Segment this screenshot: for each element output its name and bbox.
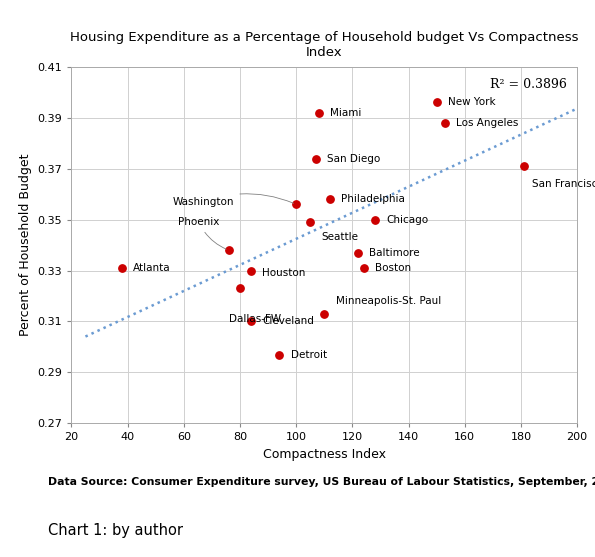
- Text: Los Angeles: Los Angeles: [456, 118, 519, 128]
- Point: [224, 246, 233, 255]
- Point: [440, 119, 450, 128]
- Text: Cleveland: Cleveland: [262, 316, 314, 326]
- Point: [117, 263, 127, 272]
- Point: [325, 195, 334, 204]
- Point: [320, 309, 329, 318]
- Text: Boston: Boston: [375, 263, 411, 273]
- Text: Phoenix: Phoenix: [178, 217, 226, 249]
- Text: Miami: Miami: [330, 108, 361, 118]
- Point: [246, 317, 256, 326]
- Text: Baltimore: Baltimore: [369, 248, 420, 258]
- Point: [311, 154, 321, 163]
- Text: Washington: Washington: [173, 194, 293, 207]
- Point: [305, 218, 315, 227]
- Text: Chicago: Chicago: [386, 214, 428, 224]
- Title: Housing Expenditure as a Percentage of Household budget Vs Compactness
Index: Housing Expenditure as a Percentage of H…: [70, 31, 578, 58]
- Text: Houston: Houston: [262, 268, 306, 278]
- Text: New York: New York: [448, 97, 496, 108]
- Text: San Francisco: San Francisco: [532, 179, 595, 189]
- Point: [274, 350, 284, 359]
- Point: [359, 263, 368, 272]
- Point: [353, 248, 363, 257]
- Text: Atlanta: Atlanta: [133, 263, 171, 273]
- Text: R² = 0.3896: R² = 0.3896: [490, 77, 567, 91]
- Point: [235, 284, 245, 293]
- Point: [370, 215, 380, 224]
- X-axis label: Compactness Index: Compactness Index: [263, 448, 386, 461]
- Point: [314, 108, 324, 117]
- Point: [292, 200, 301, 209]
- Point: [432, 98, 441, 107]
- Text: Detroit: Detroit: [290, 350, 327, 360]
- Text: Seattle: Seattle: [321, 232, 358, 242]
- Text: San Diego: San Diego: [327, 154, 380, 164]
- Point: [519, 162, 528, 170]
- Text: Minneapolis-St. Paul: Minneapolis-St. Paul: [336, 296, 441, 306]
- Text: Dallas-FW: Dallas-FW: [228, 314, 281, 324]
- Point: [246, 266, 256, 275]
- Y-axis label: Percent of Household Budget: Percent of Household Budget: [19, 154, 32, 336]
- Text: Chart 1: by author: Chart 1: by author: [48, 522, 183, 538]
- Text: Data Source: Consumer Expenditure survey, US Bureau of Labour Statistics, Septem: Data Source: Consumer Expenditure survey…: [48, 477, 595, 487]
- Text: Philadelphia: Philadelphia: [341, 194, 405, 204]
